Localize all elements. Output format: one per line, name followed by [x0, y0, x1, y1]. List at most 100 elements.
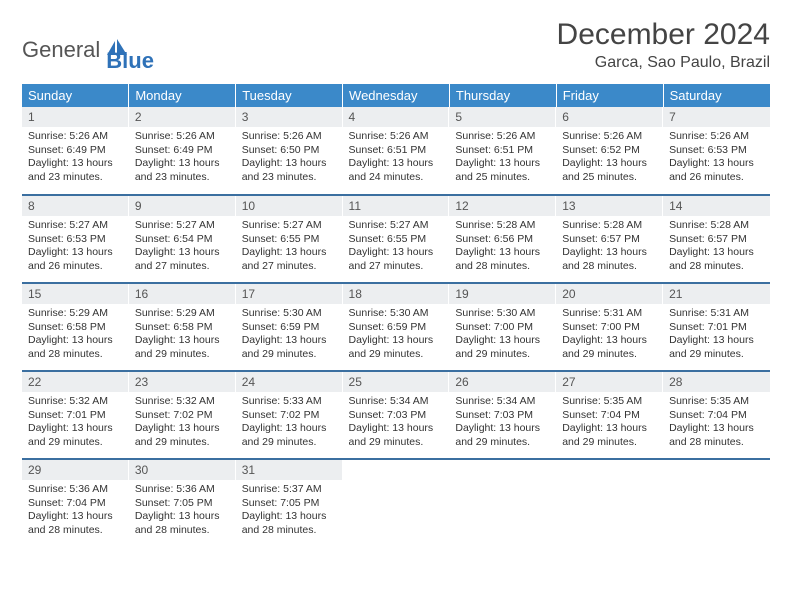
logo-word2: Blue [106, 48, 154, 74]
day-number: 22 [22, 372, 129, 392]
day-content: Sunrise: 5:28 AMSunset: 6:57 PMDaylight:… [556, 216, 663, 280]
calendar-week-row: 15Sunrise: 5:29 AMSunset: 6:58 PMDayligh… [22, 283, 770, 371]
calendar-day-cell: 8Sunrise: 5:27 AMSunset: 6:53 PMDaylight… [22, 195, 129, 283]
day-number: 25 [343, 372, 450, 392]
calendar-day-cell [663, 459, 770, 547]
calendar-body: 1Sunrise: 5:26 AMSunset: 6:49 PMDaylight… [22, 107, 770, 547]
day-content: Sunrise: 5:33 AMSunset: 7:02 PMDaylight:… [236, 392, 343, 456]
day-content: Sunrise: 5:34 AMSunset: 7:03 PMDaylight:… [343, 392, 450, 456]
day-number: 26 [449, 372, 556, 392]
day-content: Sunrise: 5:30 AMSunset: 6:59 PMDaylight:… [343, 304, 450, 368]
calendar-day-cell: 1Sunrise: 5:26 AMSunset: 6:49 PMDaylight… [22, 107, 129, 195]
day-number: 6 [556, 107, 663, 127]
day-content: Sunrise: 5:26 AMSunset: 6:53 PMDaylight:… [663, 127, 770, 191]
calendar-header-row: SundayMondayTuesdayWednesdayThursdayFrid… [22, 84, 770, 107]
day-content: Sunrise: 5:26 AMSunset: 6:51 PMDaylight:… [449, 127, 556, 191]
day-number: 24 [236, 372, 343, 392]
day-number: 9 [129, 196, 236, 216]
day-number: 5 [449, 107, 556, 127]
calendar-day-cell: 13Sunrise: 5:28 AMSunset: 6:57 PMDayligh… [556, 195, 663, 283]
day-number: 10 [236, 196, 343, 216]
day-number: 16 [129, 284, 236, 304]
calendar-day-cell: 23Sunrise: 5:32 AMSunset: 7:02 PMDayligh… [129, 371, 236, 459]
calendar-week-row: 22Sunrise: 5:32 AMSunset: 7:01 PMDayligh… [22, 371, 770, 459]
day-content: Sunrise: 5:31 AMSunset: 7:01 PMDaylight:… [663, 304, 770, 368]
day-number: 15 [22, 284, 129, 304]
calendar-day-cell: 12Sunrise: 5:28 AMSunset: 6:56 PMDayligh… [449, 195, 556, 283]
calendar-day-cell: 29Sunrise: 5:36 AMSunset: 7:04 PMDayligh… [22, 459, 129, 547]
weekday-header: Friday [556, 84, 663, 107]
day-number: 1 [22, 107, 129, 127]
calendar-day-cell: 24Sunrise: 5:33 AMSunset: 7:02 PMDayligh… [236, 371, 343, 459]
day-content: Sunrise: 5:30 AMSunset: 7:00 PMDaylight:… [449, 304, 556, 368]
calendar-day-cell [343, 459, 450, 547]
day-number: 29 [22, 460, 129, 480]
day-content: Sunrise: 5:29 AMSunset: 6:58 PMDaylight:… [22, 304, 129, 368]
calendar-week-row: 1Sunrise: 5:26 AMSunset: 6:49 PMDaylight… [22, 107, 770, 195]
day-number: 21 [663, 284, 770, 304]
month-title: December 2024 [557, 18, 770, 52]
day-number: 14 [663, 196, 770, 216]
day-number: 17 [236, 284, 343, 304]
day-content: Sunrise: 5:32 AMSunset: 7:02 PMDaylight:… [129, 392, 236, 456]
day-content: Sunrise: 5:34 AMSunset: 7:03 PMDaylight:… [449, 392, 556, 456]
calendar-day-cell: 25Sunrise: 5:34 AMSunset: 7:03 PMDayligh… [343, 371, 450, 459]
calendar-day-cell [556, 459, 663, 547]
calendar-day-cell: 6Sunrise: 5:26 AMSunset: 6:52 PMDaylight… [556, 107, 663, 195]
title-block: December 2024 Garca, Sao Paulo, Brazil [557, 18, 770, 72]
day-number: 13 [556, 196, 663, 216]
calendar-day-cell: 3Sunrise: 5:26 AMSunset: 6:50 PMDaylight… [236, 107, 343, 195]
day-content: Sunrise: 5:32 AMSunset: 7:01 PMDaylight:… [22, 392, 129, 456]
calendar-day-cell [449, 459, 556, 547]
day-content: Sunrise: 5:35 AMSunset: 7:04 PMDaylight:… [663, 392, 770, 456]
day-content: Sunrise: 5:29 AMSunset: 6:58 PMDaylight:… [129, 304, 236, 368]
day-content: Sunrise: 5:26 AMSunset: 6:51 PMDaylight:… [343, 127, 450, 191]
logo-word1: General [22, 37, 100, 63]
day-number: 7 [663, 107, 770, 127]
day-number: 28 [663, 372, 770, 392]
calendar-day-cell: 9Sunrise: 5:27 AMSunset: 6:54 PMDaylight… [129, 195, 236, 283]
logo: General Blue [22, 18, 154, 74]
calendar-day-cell: 22Sunrise: 5:32 AMSunset: 7:01 PMDayligh… [22, 371, 129, 459]
day-number: 19 [449, 284, 556, 304]
calendar-table: SundayMondayTuesdayWednesdayThursdayFrid… [22, 84, 770, 547]
calendar-day-cell: 7Sunrise: 5:26 AMSunset: 6:53 PMDaylight… [663, 107, 770, 195]
calendar-week-row: 29Sunrise: 5:36 AMSunset: 7:04 PMDayligh… [22, 459, 770, 547]
calendar-week-row: 8Sunrise: 5:27 AMSunset: 6:53 PMDaylight… [22, 195, 770, 283]
day-content: Sunrise: 5:37 AMSunset: 7:05 PMDaylight:… [236, 480, 343, 544]
calendar-day-cell: 20Sunrise: 5:31 AMSunset: 7:00 PMDayligh… [556, 283, 663, 371]
calendar-day-cell: 31Sunrise: 5:37 AMSunset: 7:05 PMDayligh… [236, 459, 343, 547]
location-text: Garca, Sao Paulo, Brazil [557, 54, 770, 72]
day-number: 27 [556, 372, 663, 392]
weekday-header: Thursday [449, 84, 556, 107]
day-number: 4 [343, 107, 450, 127]
day-content: Sunrise: 5:31 AMSunset: 7:00 PMDaylight:… [556, 304, 663, 368]
day-content: Sunrise: 5:30 AMSunset: 6:59 PMDaylight:… [236, 304, 343, 368]
weekday-header: Sunday [22, 84, 129, 107]
day-number: 2 [129, 107, 236, 127]
day-number: 20 [556, 284, 663, 304]
day-content: Sunrise: 5:26 AMSunset: 6:49 PMDaylight:… [129, 127, 236, 191]
calendar-day-cell: 26Sunrise: 5:34 AMSunset: 7:03 PMDayligh… [449, 371, 556, 459]
calendar-day-cell: 17Sunrise: 5:30 AMSunset: 6:59 PMDayligh… [236, 283, 343, 371]
day-content: Sunrise: 5:36 AMSunset: 7:04 PMDaylight:… [22, 480, 129, 544]
day-content: Sunrise: 5:26 AMSunset: 6:50 PMDaylight:… [236, 127, 343, 191]
day-number: 12 [449, 196, 556, 216]
calendar-day-cell: 2Sunrise: 5:26 AMSunset: 6:49 PMDaylight… [129, 107, 236, 195]
day-content: Sunrise: 5:27 AMSunset: 6:55 PMDaylight:… [236, 216, 343, 280]
day-content: Sunrise: 5:28 AMSunset: 6:57 PMDaylight:… [663, 216, 770, 280]
calendar-day-cell: 18Sunrise: 5:30 AMSunset: 6:59 PMDayligh… [343, 283, 450, 371]
calendar-day-cell: 21Sunrise: 5:31 AMSunset: 7:01 PMDayligh… [663, 283, 770, 371]
day-content: Sunrise: 5:27 AMSunset: 6:54 PMDaylight:… [129, 216, 236, 280]
weekday-header: Saturday [663, 84, 770, 107]
day-content: Sunrise: 5:27 AMSunset: 6:53 PMDaylight:… [22, 216, 129, 280]
weekday-header: Wednesday [343, 84, 450, 107]
calendar-day-cell: 10Sunrise: 5:27 AMSunset: 6:55 PMDayligh… [236, 195, 343, 283]
calendar-day-cell: 15Sunrise: 5:29 AMSunset: 6:58 PMDayligh… [22, 283, 129, 371]
calendar-day-cell: 27Sunrise: 5:35 AMSunset: 7:04 PMDayligh… [556, 371, 663, 459]
day-number: 11 [343, 196, 450, 216]
day-content: Sunrise: 5:36 AMSunset: 7:05 PMDaylight:… [129, 480, 236, 544]
calendar-day-cell: 19Sunrise: 5:30 AMSunset: 7:00 PMDayligh… [449, 283, 556, 371]
calendar-day-cell: 11Sunrise: 5:27 AMSunset: 6:55 PMDayligh… [343, 195, 450, 283]
weekday-header: Tuesday [236, 84, 343, 107]
